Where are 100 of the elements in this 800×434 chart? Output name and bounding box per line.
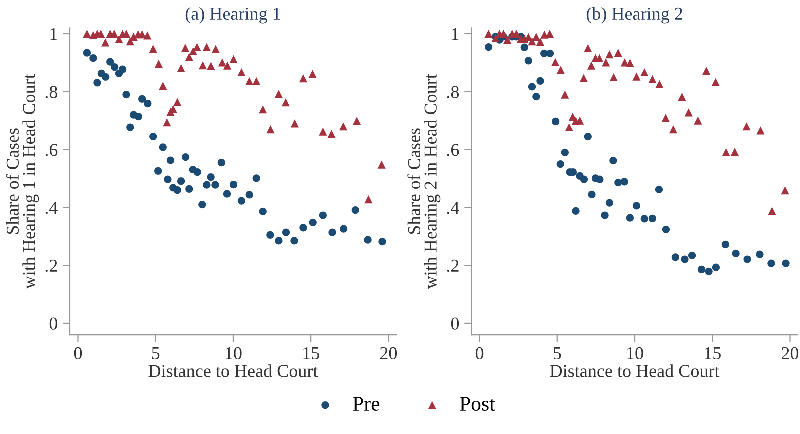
y-tick-label: .8 (46, 86, 58, 98)
point (698, 266, 706, 274)
point (259, 208, 267, 216)
point (290, 237, 298, 245)
point (768, 260, 776, 268)
point (246, 77, 254, 86)
point (610, 156, 618, 165)
point (259, 106, 268, 114)
point (290, 120, 299, 128)
point (565, 123, 574, 132)
point (678, 93, 686, 102)
point (584, 132, 592, 141)
point (669, 125, 678, 134)
point (620, 178, 628, 186)
point (144, 100, 152, 108)
y-axis-title: Share of Cases with Hearing 1 in Head Court (6, 74, 40, 290)
point (606, 50, 614, 59)
point (781, 186, 790, 195)
point (238, 197, 246, 205)
point (328, 130, 336, 138)
x-axis-title: Distance to Head Court (550, 364, 720, 378)
point (552, 118, 560, 126)
point (275, 237, 283, 245)
point (378, 238, 386, 246)
point (587, 62, 596, 70)
point (126, 124, 134, 132)
point (230, 181, 238, 189)
point (596, 176, 604, 184)
point (328, 228, 336, 236)
point (536, 38, 545, 46)
point (111, 63, 119, 72)
point (561, 90, 570, 99)
point (556, 160, 564, 168)
y-tick-label: .6 (46, 144, 58, 156)
point (274, 90, 283, 98)
x-tick-label: 0 (476, 347, 484, 360)
chart-title: (b) Hearing 2 (586, 7, 682, 24)
point (266, 231, 274, 239)
point (540, 30, 549, 39)
point (648, 214, 657, 222)
point (556, 66, 566, 74)
point (164, 176, 172, 184)
point (712, 264, 720, 272)
point (246, 191, 254, 199)
point (126, 37, 134, 46)
x-tick-label: 15 (705, 347, 721, 360)
point (122, 90, 130, 99)
x-tick-label: 5 (554, 348, 562, 360)
point (551, 58, 560, 66)
y-tick-label: .2 (46, 260, 58, 272)
x-tick-label: 15 (304, 347, 320, 360)
point (732, 250, 740, 258)
point (166, 156, 175, 164)
point (640, 215, 648, 223)
point (198, 200, 206, 209)
point (300, 224, 308, 232)
y-tick-label: 1 (50, 28, 58, 40)
point (177, 64, 186, 72)
point (596, 54, 604, 62)
point (118, 66, 127, 74)
point (520, 44, 528, 52)
point (186, 185, 194, 193)
point (252, 174, 260, 182)
point (230, 55, 238, 64)
point (688, 252, 696, 260)
point (756, 250, 764, 258)
point (282, 228, 290, 236)
point (768, 207, 776, 216)
point (182, 154, 190, 162)
point (223, 190, 232, 198)
point (655, 186, 664, 194)
point (662, 226, 670, 234)
point (640, 68, 649, 77)
point (632, 202, 641, 210)
point (106, 58, 114, 66)
point (319, 212, 327, 220)
point (561, 148, 569, 156)
point (203, 181, 211, 189)
point (207, 173, 215, 182)
point (266, 125, 275, 134)
point (684, 108, 693, 117)
point (94, 79, 102, 87)
x-tick-label: 10 (628, 347, 644, 360)
point (484, 30, 493, 38)
point (694, 116, 702, 125)
y-tick-label: 0 (50, 318, 58, 330)
point (159, 144, 167, 152)
y-tick-label: 0 (451, 318, 460, 330)
point (193, 43, 202, 52)
point (174, 186, 182, 194)
point (212, 45, 220, 54)
point (138, 95, 146, 103)
point (299, 74, 308, 83)
point (504, 36, 512, 44)
point (154, 60, 163, 68)
point (144, 32, 152, 40)
x-tick-label: 0 (74, 347, 82, 360)
point (364, 236, 372, 244)
point (238, 68, 246, 77)
point (83, 30, 92, 38)
